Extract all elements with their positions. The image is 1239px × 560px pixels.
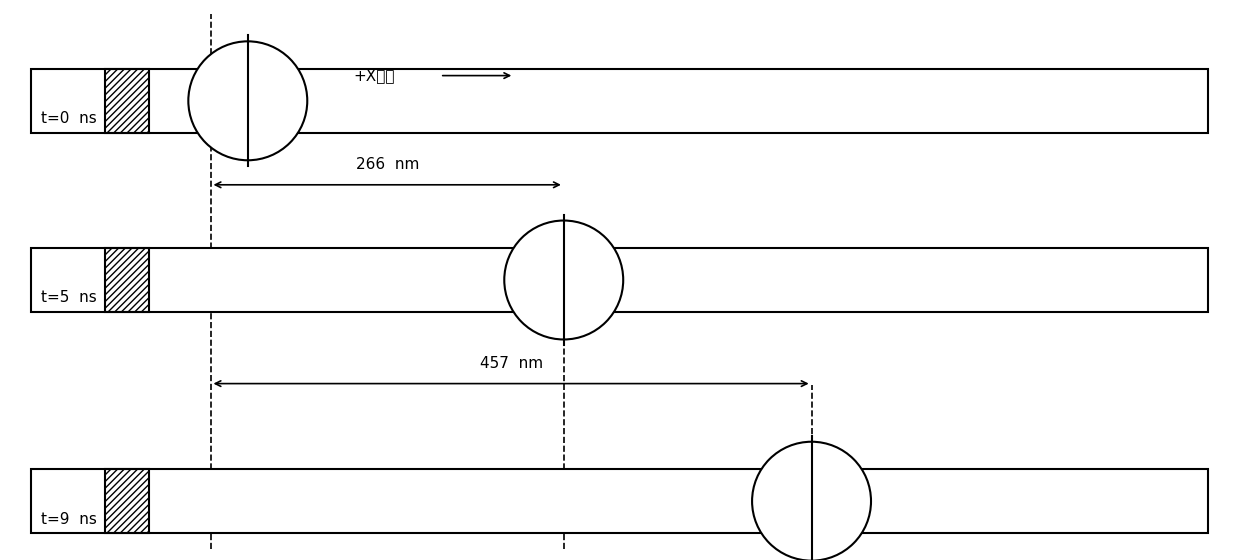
Ellipse shape <box>188 41 307 160</box>
Bar <box>31 469 1208 533</box>
Ellipse shape <box>752 442 871 560</box>
Text: t=9  ns: t=9 ns <box>41 512 97 526</box>
Bar <box>105 469 149 533</box>
Bar <box>31 248 1208 312</box>
Text: t=5  ns: t=5 ns <box>41 291 97 306</box>
Bar <box>105 69 149 133</box>
Text: 457  nm: 457 nm <box>479 356 543 371</box>
Text: +X方向: +X方向 <box>353 68 394 83</box>
Bar <box>105 248 149 312</box>
Ellipse shape <box>504 221 623 339</box>
Bar <box>31 69 1208 133</box>
Text: t=0  ns: t=0 ns <box>41 111 97 127</box>
Text: 266  nm: 266 nm <box>356 157 419 172</box>
